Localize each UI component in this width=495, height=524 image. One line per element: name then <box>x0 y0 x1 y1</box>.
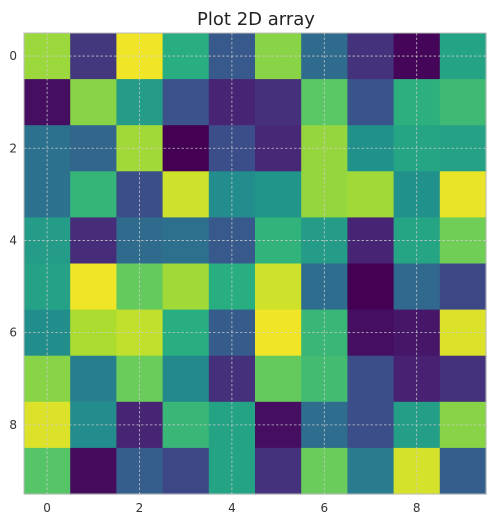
heatmap-cell-r3-c1 <box>70 171 117 218</box>
heatmap-cell-r9-c7 <box>347 447 395 495</box>
heatmap-cell-r3-c7 <box>347 171 395 218</box>
y-tick-label: 4 <box>9 233 17 247</box>
plot-frame <box>23 32 487 495</box>
heatmap-cell-r9-c1 <box>70 447 117 495</box>
heatmap-cell-r7-c9 <box>439 355 487 403</box>
chart-title: Plot 2D array <box>197 9 315 30</box>
heatmap-cell-r3-c5 <box>255 171 302 218</box>
x-axis-ticks: 0 2 4 6 8 <box>43 501 420 515</box>
x-tick-label: 8 <box>413 501 421 515</box>
heatmap-cell-r5-c3 <box>162 263 210 311</box>
heatmap-cell-r1-c9 <box>439 79 487 126</box>
heatmap-cell-r5-c7 <box>347 263 395 311</box>
y-tick-label: 0 <box>9 49 17 63</box>
heatmap-cell-r7-c7 <box>347 355 395 403</box>
heatmap-cell-r7-c1 <box>70 355 117 403</box>
y-tick-label: 8 <box>9 418 17 432</box>
heatmap-cell-r1-c3 <box>162 79 210 126</box>
heatmap-cell-r3-c3 <box>162 171 210 218</box>
heatmap-cell-r7-c3 <box>162 355 210 403</box>
heatmap-cell-r9-c9 <box>439 447 487 495</box>
grid-lines <box>24 33 486 494</box>
heatmap-cell-r7-c5 <box>255 355 302 403</box>
heatmap-cell-r1-c5 <box>255 79 302 126</box>
x-tick-label: 2 <box>136 501 144 515</box>
heatmap-cell-r9-c5 <box>255 447 302 495</box>
heatmap-cell-r9-c3 <box>162 447 210 495</box>
heatmap-cell-r1-c7 <box>347 79 395 126</box>
y-tick-label: 6 <box>9 326 17 340</box>
x-tick-label: 4 <box>228 501 236 515</box>
heatmap-cells <box>24 33 487 495</box>
heatmap-cell-r5-c1 <box>70 263 117 311</box>
heatmap-cell-r5-c5 <box>255 263 302 311</box>
y-tick-label: 2 <box>9 141 17 155</box>
heatmap-cell-r3-c9 <box>439 171 487 218</box>
x-tick-label: 6 <box>320 501 328 515</box>
heatmap-cell-r5-c9 <box>439 263 487 311</box>
y-axis-ticks: 0 2 4 6 8 <box>9 49 17 432</box>
heatmap-cell-r1-c1 <box>70 79 117 126</box>
x-tick-label: 0 <box>43 501 51 515</box>
